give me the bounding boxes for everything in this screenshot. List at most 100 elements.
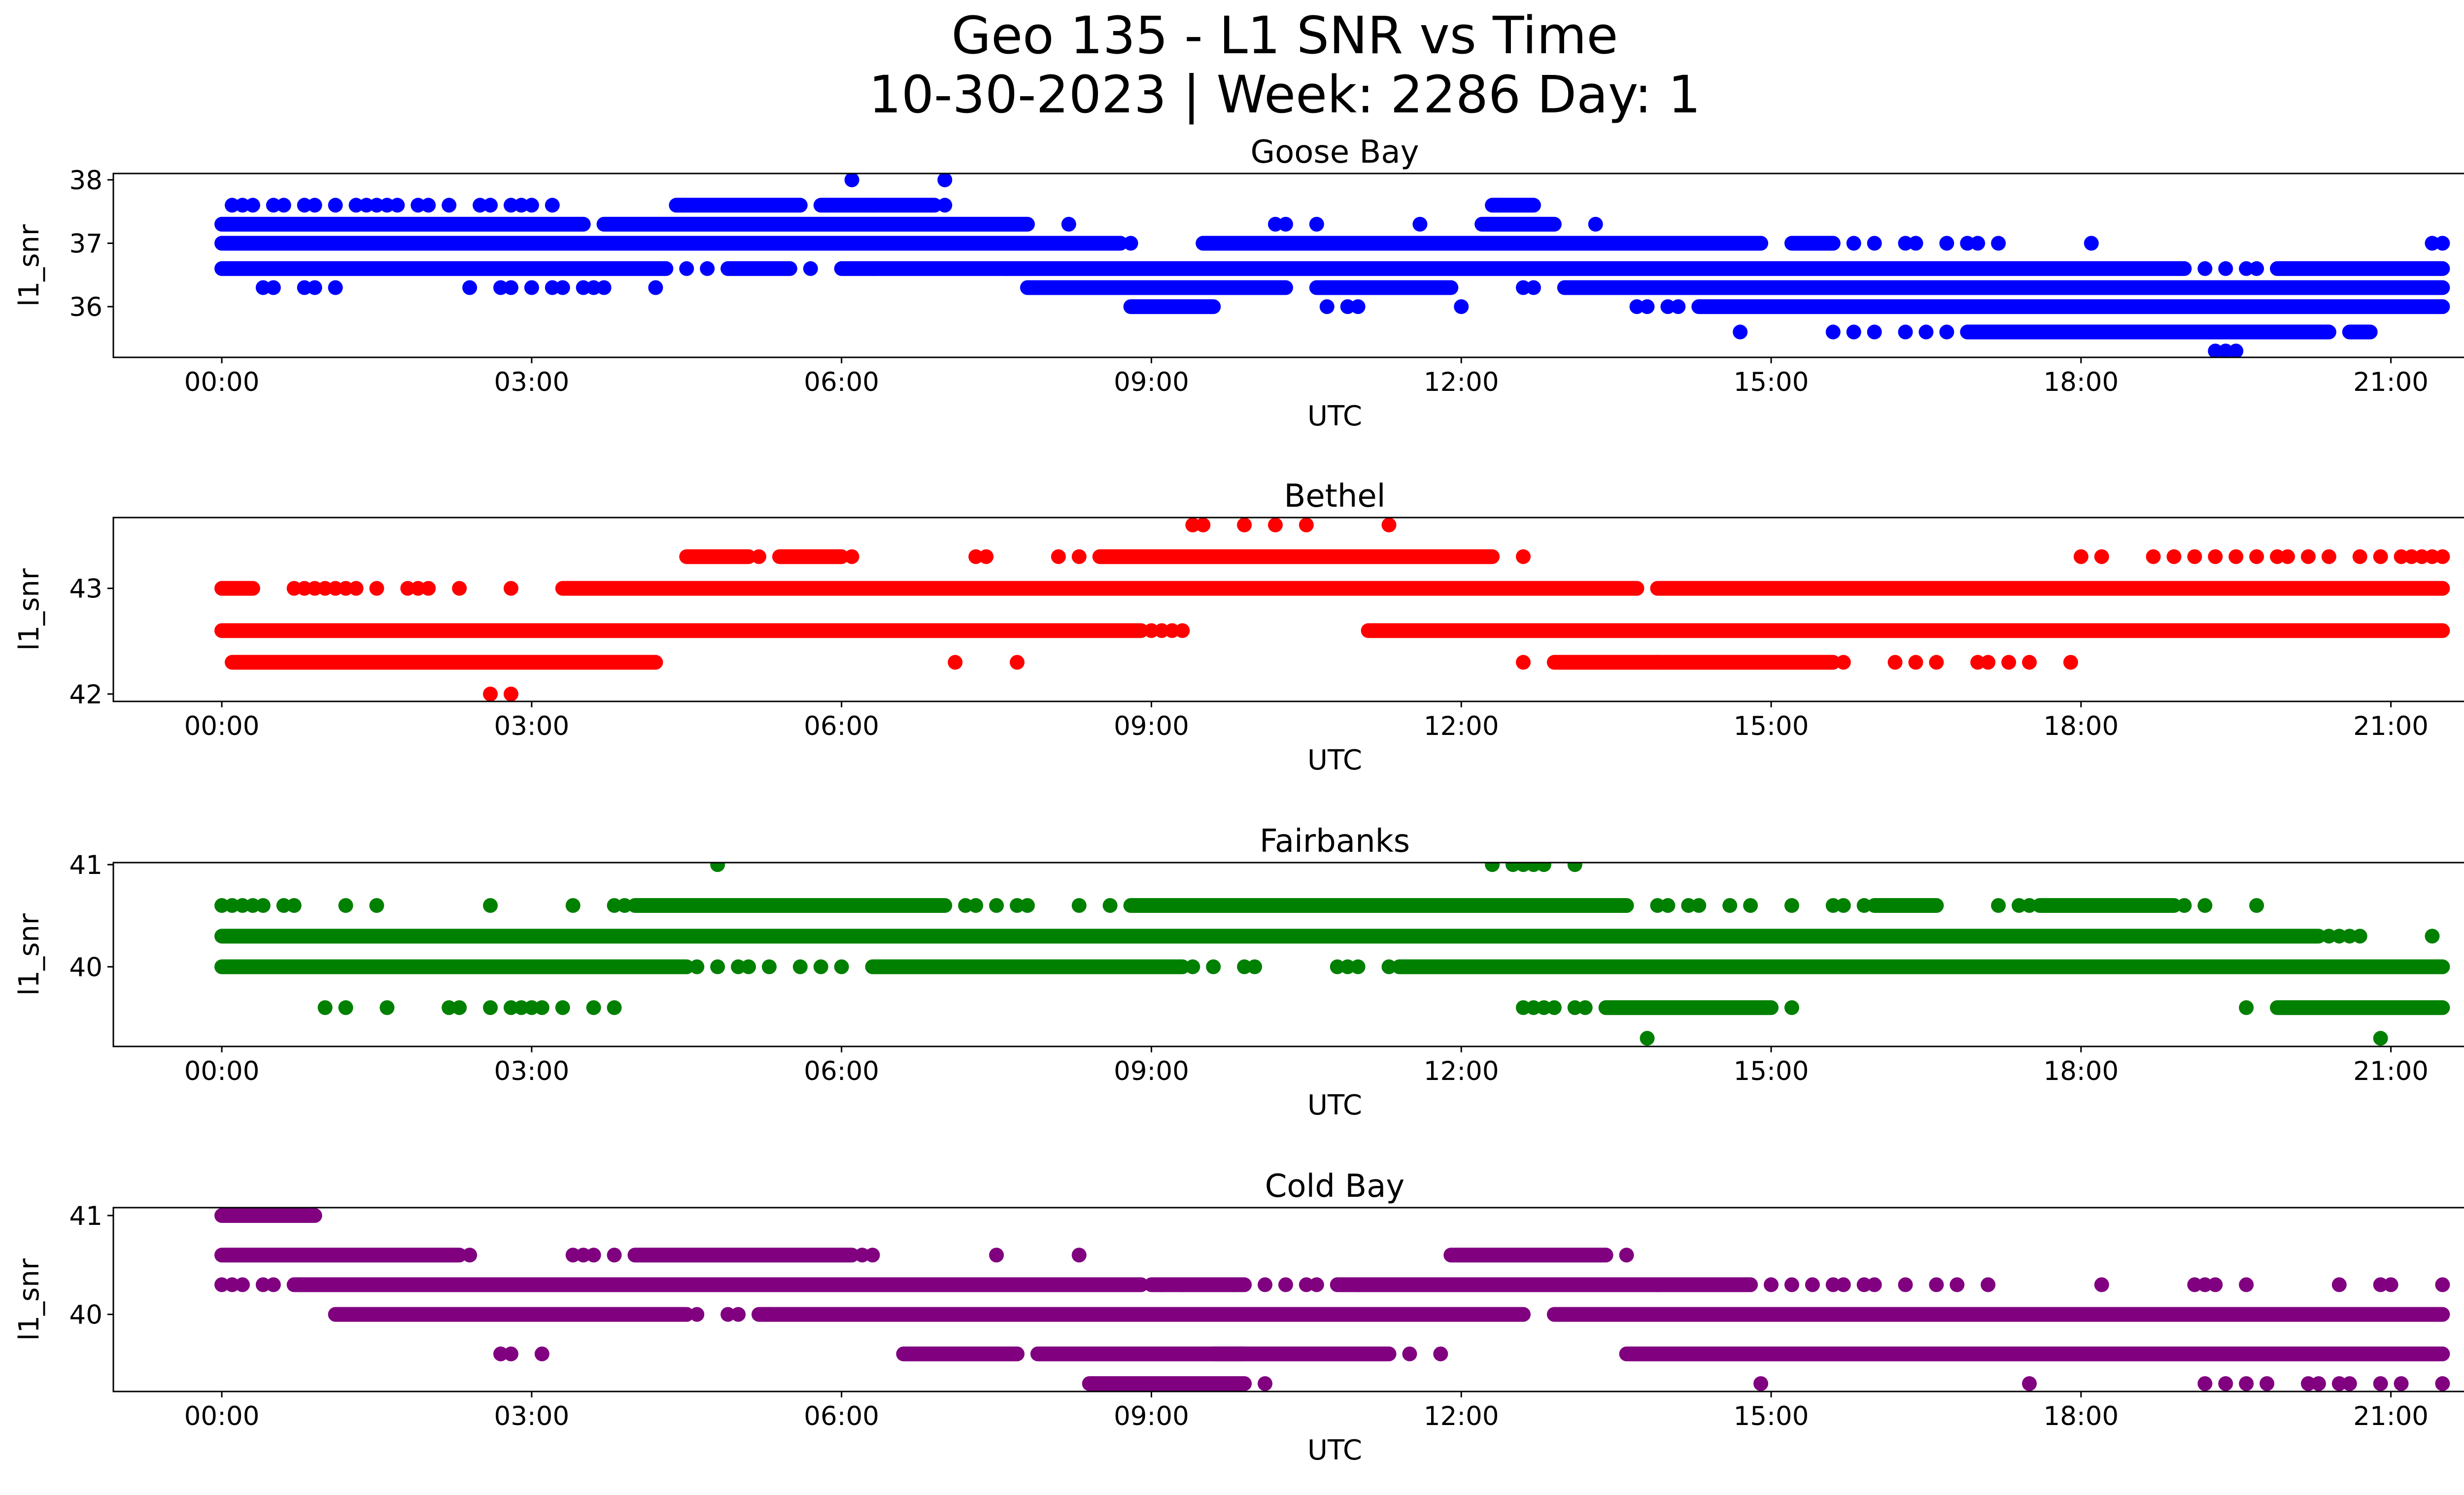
- point-42.3-2: [1516, 655, 1531, 670]
- point-43.3-7: [2073, 549, 2088, 564]
- point-37.6-1: [235, 198, 250, 213]
- point-43-11: [452, 581, 467, 596]
- data-points: [214, 518, 2450, 701]
- point-40.3-8: [1258, 1277, 1273, 1292]
- point-36-7: [1671, 299, 1686, 314]
- subplot-title: Goose Bay: [1251, 134, 1419, 171]
- x-tick-label: 15:00: [1734, 1401, 1809, 1431]
- point-run-36.6-4: [2270, 261, 2450, 276]
- point-40-0: [689, 1307, 705, 1322]
- point-run-43.3-1: [772, 549, 849, 564]
- point-43.3-1: [844, 549, 859, 564]
- point-39.6-1: [338, 1000, 353, 1015]
- point-36.3-5: [462, 280, 478, 295]
- point-40.6-10: [565, 898, 581, 913]
- point-37.6-23: [937, 198, 953, 213]
- point-43.3-5: [1071, 549, 1087, 564]
- point-39.3-4: [2218, 1376, 2233, 1391]
- point-run-43.3-3: [1381, 549, 1500, 564]
- x-tick-label: 18:00: [2043, 367, 2119, 397]
- point-run-40-0: [328, 1307, 694, 1322]
- axes-frame: [112, 862, 2464, 1047]
- point-run-37.6-0: [669, 198, 808, 213]
- point-43.3-12: [2208, 549, 2223, 564]
- x-tick-label: 18:00: [2043, 711, 2119, 741]
- point-39.3-7: [2300, 1376, 2316, 1391]
- y-tick-label: 36: [69, 292, 103, 322]
- point-40.3-14: [1784, 1277, 1799, 1292]
- point-37.6-9: [359, 198, 374, 213]
- point-40-7: [834, 959, 849, 974]
- point-43.3-14: [2249, 549, 2264, 564]
- point-40.6-29: [1856, 898, 1872, 913]
- subplot-title: Cold Bay: [1265, 1168, 1405, 1205]
- point-37.6-11: [379, 198, 395, 213]
- point-40-12: [1330, 959, 1345, 974]
- point-43.3-23: [2414, 549, 2430, 564]
- point-40-1: [710, 959, 725, 974]
- point-43.6-1: [1196, 518, 1211, 533]
- point-40-3: [761, 1307, 777, 1322]
- point-40.3-23: [1981, 1277, 1996, 1292]
- point-40.6-18: [1071, 898, 1087, 913]
- point-40.3-27: [2208, 1277, 2223, 1292]
- subplot-bethel: Bethel 00:00 03:00 06:00 09:00 12:00 15:00 18:0…: [13, 478, 2464, 776]
- point-run-39.6-3: [1619, 1346, 2450, 1361]
- point-40.6-17: [1020, 898, 1035, 913]
- point-36.3-6: [493, 280, 508, 295]
- data-points: [214, 1208, 2450, 1391]
- point-run-37.3-0: [214, 216, 591, 232]
- point-36.6-5: [2218, 261, 2233, 276]
- point-run-40.6-3: [2032, 898, 2182, 913]
- point-40-15: [1381, 959, 1397, 974]
- point-37.6-13: [411, 198, 426, 213]
- point-37.6-14: [421, 198, 436, 213]
- point-39.6-2: [379, 1000, 395, 1015]
- point-run-40.3-1: [1144, 1277, 1252, 1292]
- point-39.6-7: [513, 1000, 529, 1015]
- point-39.6-3: [442, 1000, 457, 1015]
- point-35.6-5: [1918, 324, 1934, 340]
- point-43-10: [421, 581, 436, 596]
- point-37.6-12: [390, 198, 405, 213]
- x-tick-label: 15:00: [1734, 1056, 1809, 1086]
- x-tick-label: 03:00: [494, 367, 569, 397]
- point-37.6-7: [328, 198, 343, 213]
- point-40-3: [741, 959, 756, 974]
- point-37-9: [2084, 236, 2099, 251]
- point-43.3-19: [2352, 549, 2367, 564]
- point-run-37-0: [214, 236, 1128, 251]
- point-36.3-10: [555, 280, 570, 295]
- point-40.3-20: [1898, 1277, 1913, 1292]
- point-43.3-21: [2394, 549, 2409, 564]
- point-40.6-20: [1650, 898, 1665, 913]
- point-40.3-3: [2352, 929, 2367, 944]
- point-run-36.6-3: [999, 261, 2192, 276]
- point-run-40.3-2: [1330, 1277, 1665, 1292]
- x-tick-label: 15:00: [1734, 711, 1809, 741]
- point-40.6-24: [1722, 898, 1738, 913]
- point-43-2: [307, 581, 322, 596]
- point-40.6-25: [1743, 898, 1758, 913]
- point-43.3-25: [2435, 549, 2450, 564]
- point-40-5: [792, 959, 808, 974]
- point-40.3-19: [1867, 1277, 1882, 1292]
- point-40.3-2: [235, 1277, 250, 1292]
- point-40.6-9: [483, 898, 498, 913]
- point-40.6-8: [1071, 1248, 1087, 1263]
- point-35.6-1: [1825, 324, 1841, 340]
- point-39.6-5: [483, 1000, 498, 1015]
- point-37.6-22: [865, 198, 880, 213]
- point-40.6-35: [2249, 898, 2264, 913]
- point-run-40.6-0: [214, 1248, 467, 1263]
- point-42.6-0: [1144, 623, 1159, 638]
- point-36-3: [1454, 299, 1469, 314]
- point-40-1: [720, 1307, 736, 1322]
- point-39.3-3: [2197, 1376, 2213, 1391]
- point-40.3-17: [1836, 1277, 1851, 1292]
- point-38-0: [844, 174, 859, 187]
- point-run-39.6-0: [1598, 1000, 1779, 1015]
- point-40-8: [1185, 959, 1200, 974]
- point-run-43.3-0: [679, 549, 756, 564]
- point-37-6: [1960, 236, 1975, 251]
